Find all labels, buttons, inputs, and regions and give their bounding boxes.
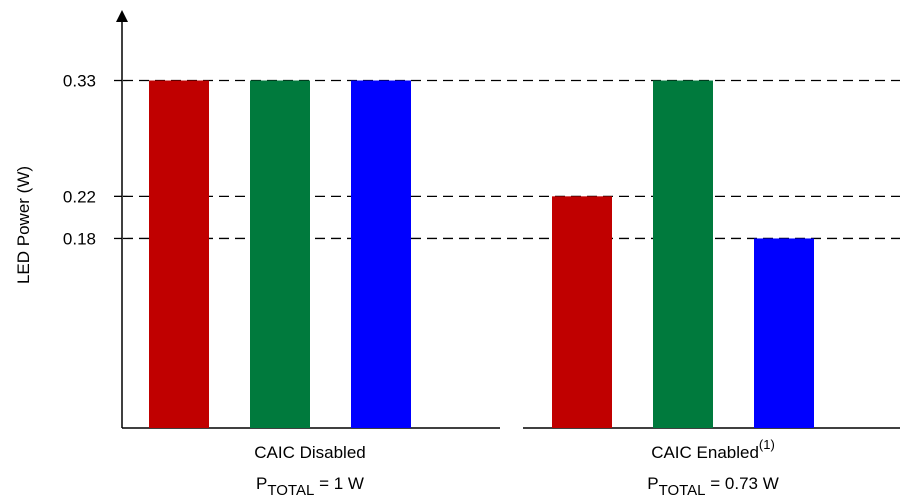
bar <box>250 80 310 428</box>
group-total-label: PTOTAL = 0.73 W <box>647 474 779 499</box>
group-total-label: PTOTAL = 1 W <box>256 474 364 499</box>
y-axis-label: LED Power (W) <box>14 166 33 284</box>
group-label-superscript: (1) <box>759 437 775 452</box>
bar <box>351 80 411 428</box>
y-axis-arrow-icon <box>116 10 128 22</box>
bar <box>552 196 612 428</box>
bar <box>149 80 209 428</box>
grid-layer <box>123 79 900 240</box>
tick-layer: 0.33 0.22 0.18 <box>63 72 122 248</box>
group-label: CAIC Enabled(1) <box>651 437 775 462</box>
y-tick-label: 0.18 <box>63 229 96 248</box>
y-tick-label: 0.33 <box>63 72 96 91</box>
bar <box>653 80 713 428</box>
group-label: CAIC Disabled <box>254 443 366 462</box>
group-label-layer: CAIC Disabled PTOTAL = 1 W CAIC Enabled(1)… <box>254 437 779 499</box>
bar-layer <box>149 80 814 428</box>
bar <box>754 238 814 428</box>
y-tick-label: 0.22 <box>63 187 96 206</box>
